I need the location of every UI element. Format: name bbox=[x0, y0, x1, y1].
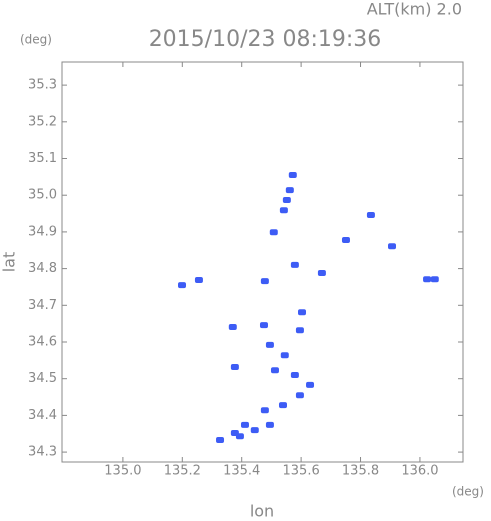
y-unit: (deg) bbox=[20, 33, 52, 47]
x-tick-label: 135.2 bbox=[164, 464, 201, 479]
y-tick-label: 34.8 bbox=[28, 261, 57, 276]
echo bbox=[269, 229, 278, 236]
echo bbox=[388, 243, 397, 250]
y-label: lat bbox=[0, 252, 19, 273]
echo bbox=[259, 322, 268, 329]
echo bbox=[298, 309, 307, 316]
echo bbox=[295, 327, 304, 334]
y-tick-label: 35.2 bbox=[28, 114, 57, 129]
x-tick-label: 135.8 bbox=[342, 464, 379, 479]
y-tick-label: 34.9 bbox=[28, 224, 57, 239]
chart-title: 2015/10/23 08:19:36 bbox=[149, 27, 382, 52]
y-tick-label: 34.5 bbox=[28, 371, 57, 386]
echo bbox=[230, 363, 239, 370]
y-tick-label: 34.4 bbox=[28, 408, 57, 423]
echo bbox=[279, 207, 288, 214]
echo bbox=[178, 282, 187, 289]
echo bbox=[295, 392, 304, 399]
echo bbox=[260, 278, 269, 285]
subtitle: ALT(km) 2.0 bbox=[367, 0, 462, 19]
x-tick-label: 135.6 bbox=[283, 464, 320, 479]
echo bbox=[290, 261, 299, 268]
y-tick-label: 35.1 bbox=[28, 151, 57, 166]
echo bbox=[235, 433, 244, 440]
echo bbox=[216, 436, 225, 443]
x-unit: (deg) bbox=[452, 485, 484, 499]
echo bbox=[194, 276, 203, 283]
echo bbox=[317, 270, 326, 277]
y-tick-label: 34.3 bbox=[28, 445, 57, 460]
echo bbox=[306, 381, 315, 388]
echo bbox=[265, 341, 274, 348]
x-tick-label: 135.0 bbox=[104, 464, 141, 479]
echo bbox=[260, 407, 269, 414]
echo bbox=[240, 421, 249, 428]
y-tick-label: 34.7 bbox=[28, 298, 57, 313]
echo bbox=[280, 352, 289, 359]
echo bbox=[423, 276, 432, 283]
echo bbox=[285, 187, 294, 194]
echo bbox=[282, 196, 291, 203]
echo bbox=[366, 212, 375, 219]
plot-frame bbox=[61, 61, 464, 463]
y-tick-label: 35.3 bbox=[28, 78, 57, 93]
y-tick-label: 35.0 bbox=[28, 188, 57, 203]
echo bbox=[288, 172, 297, 179]
echo bbox=[270, 367, 279, 374]
echo bbox=[290, 372, 299, 379]
y-tick-label: 34.6 bbox=[28, 335, 57, 350]
echo bbox=[250, 427, 259, 434]
x-tick-label: 136.0 bbox=[401, 464, 438, 479]
echo bbox=[341, 236, 350, 243]
x-tick-label: 135.4 bbox=[223, 464, 260, 479]
echo bbox=[265, 421, 274, 428]
echo bbox=[278, 402, 287, 409]
echo bbox=[228, 323, 237, 330]
x-label: lon bbox=[250, 502, 274, 521]
echo bbox=[430, 276, 439, 283]
